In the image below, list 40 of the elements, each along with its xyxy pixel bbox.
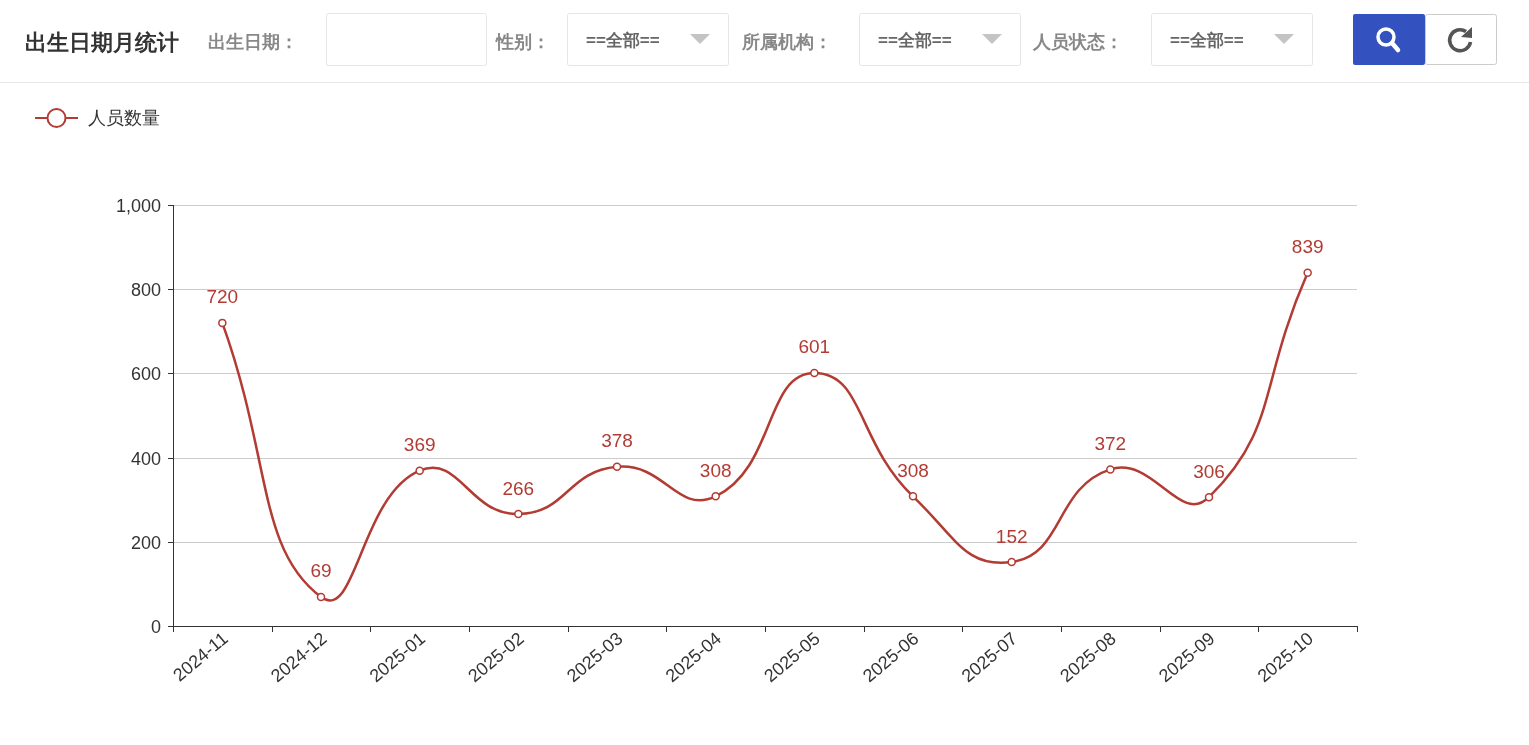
y-tick-label: 0: [150, 616, 161, 637]
data-label: 369: [403, 434, 436, 456]
filter-label: 出生日期：: [208, 32, 298, 52]
point: [612, 462, 622, 472]
point: [711, 492, 720, 501]
point: [218, 318, 227, 328]
data-label: 839: [1291, 236, 1324, 258]
y-tick-label: 200: [130, 532, 161, 553]
data-label: 266: [502, 477, 535, 499]
y-tick-label: 800: [130, 279, 161, 300]
filter-label: 性别：: [496, 32, 550, 52]
y-tick-label: 600: [130, 363, 161, 384]
point: [1106, 465, 1115, 474]
data-label: 308: [897, 459, 929, 481]
data-label: 306: [1193, 460, 1225, 482]
point: [316, 592, 326, 602]
point: [1204, 492, 1214, 502]
legend-label: 人员数量: [88, 108, 160, 128]
y-tick-label: 400: [130, 448, 161, 469]
filter-label: 所属机构：: [742, 32, 832, 52]
point: [415, 466, 424, 475]
point: [908, 492, 918, 501]
data-label: 720: [206, 286, 239, 308]
data-label: 152: [995, 525, 1028, 547]
data-label: 69: [310, 560, 332, 582]
point: [1007, 557, 1016, 567]
data-label: 372: [1094, 432, 1127, 454]
data-label: 378: [601, 430, 633, 452]
y-tick-label: 1,000: [115, 195, 161, 216]
data-label: 601: [798, 336, 831, 358]
point: [1303, 268, 1312, 278]
select-status: ==全部==: [1151, 13, 1313, 66]
select-gender: ==全部==: [567, 13, 729, 66]
legend: 人员数量: [34, 108, 160, 128]
point: [810, 368, 819, 378]
select-organization: ==全部==: [859, 13, 1021, 66]
point: [514, 509, 523, 519]
title: 出生日期月统计: [25, 30, 179, 55]
filter-label: 人员状态：: [1033, 32, 1123, 52]
data-label: 308: [699, 459, 732, 481]
